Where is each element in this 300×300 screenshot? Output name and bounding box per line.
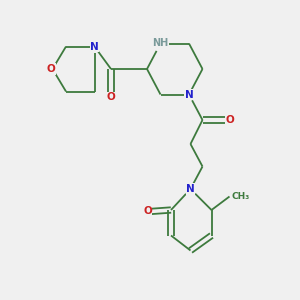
- Text: N: N: [184, 89, 194, 100]
- Text: NH: NH: [152, 38, 169, 49]
- Text: O: O: [46, 64, 56, 74]
- Text: O: O: [106, 92, 116, 103]
- Text: N: N: [90, 41, 99, 52]
- Text: O: O: [143, 206, 152, 217]
- Text: N: N: [186, 184, 195, 194]
- Text: CH₃: CH₃: [231, 192, 249, 201]
- Text: O: O: [225, 115, 234, 125]
